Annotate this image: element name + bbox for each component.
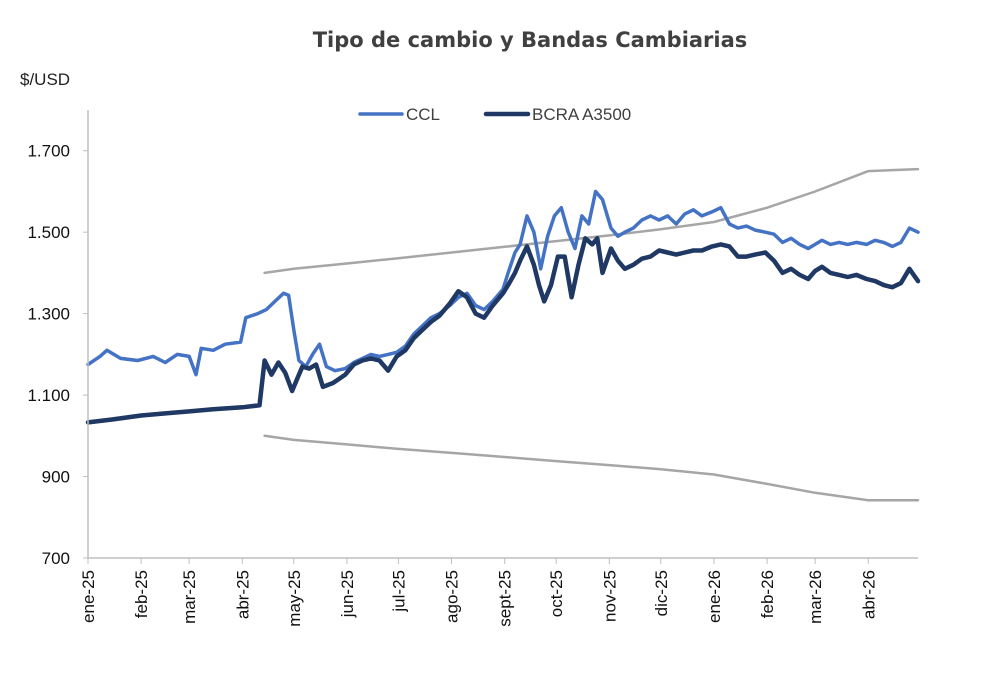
series-line-0 [86, 189, 920, 377]
x-tick-label: mar-25 [180, 570, 199, 624]
y-tick-label: 700 [42, 549, 70, 568]
y-axis-unit-label: $/USD [20, 70, 71, 89]
y-tick-label: 1.700 [27, 142, 70, 161]
series-line-1 [85, 236, 921, 425]
x-tick-label: mar-26 [806, 570, 825, 624]
x-tick-label: jul-25 [389, 570, 408, 613]
x-tick-label: ene-25 [79, 570, 98, 623]
legend-label-0: CCL [406, 105, 440, 124]
x-tick-label: abr-25 [233, 570, 252, 619]
x-tick-label: ago-25 [443, 570, 462, 623]
plot-area [85, 167, 921, 502]
x-tick-label: sept-25 [496, 570, 515, 627]
x-tick-label: dic-25 [652, 570, 671, 616]
legend-label-1: BCRA A3500 [532, 105, 631, 124]
legend: CCL BCRA A3500 [358, 105, 631, 124]
chart-title: Tipo de cambio y Bandas Cambiarias [312, 28, 748, 52]
y-tick-label: 1.300 [27, 305, 70, 324]
x-tick-label: may-25 [285, 570, 304, 627]
x-tick-label: jun-25 [338, 570, 357, 618]
y-tick-label: 1.500 [27, 223, 70, 242]
x-tick-label: ene-26 [705, 570, 724, 623]
x-tick-label: nov-25 [600, 570, 619, 622]
series-line-3 [263, 434, 920, 502]
x-tick-label: abr-26 [859, 570, 878, 619]
x-tick-label: oct-25 [547, 570, 566, 617]
x-tick-label: feb-26 [758, 570, 777, 618]
series-line-2 [263, 167, 920, 275]
x-tick-label: feb-25 [132, 570, 151, 618]
axes: 700 900 1.100 1.300 1.500 1.700 ene-25 feb-25 ma… [27, 110, 918, 627]
y-tick-label: 1.100 [27, 386, 70, 405]
y-tick-label: 900 [42, 468, 70, 487]
